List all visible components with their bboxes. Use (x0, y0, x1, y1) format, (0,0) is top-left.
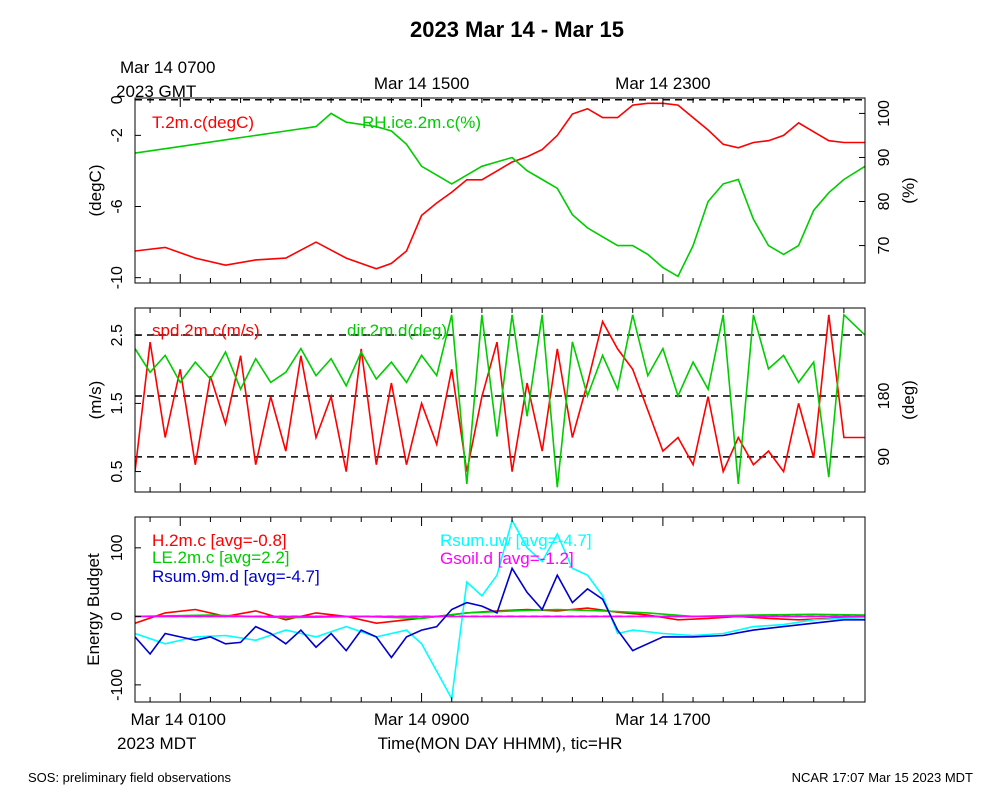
y-axis-label: (degC) (86, 165, 105, 217)
y-axis-label: Energy Budget (84, 553, 103, 666)
panel-temperature-humidity: 0 -2 -6 -10 (degC) 100 90 80 70 (%) T.2m.c(degC) RH… (86, 95, 918, 289)
y-axis-label-right: (%) (899, 177, 918, 203)
series-line-dir.2m.d(deg) (135, 313, 865, 488)
series-line-spd.2m.c(m/s) (135, 314, 865, 475)
series-line-T.2m.c(degC) (135, 102, 865, 270)
y-tick-label: -2 (109, 128, 126, 142)
plot-frame (134, 97, 866, 284)
legend-label: LE.2m.c [avg=2.2] (152, 548, 290, 567)
legend-label: spd.2m.c(m/s) (152, 321, 260, 340)
bottom-axis-label: Mar 14 1700 (615, 710, 710, 729)
y-tick-label: 0 (109, 95, 126, 104)
y-tick-label-right: 180 (876, 382, 893, 409)
y-tick-label: -100 (109, 669, 126, 701)
y-tick-label: 1.5 (109, 392, 126, 414)
legend-label: dir.2m.d(deg) (347, 321, 447, 340)
y-tick-label: -10 (109, 266, 126, 289)
y-axis-label-right: (deg) (899, 380, 918, 420)
legend-label: RH.ice.2m.c(%) (362, 113, 481, 132)
bottom-axis-label-line2: 2023 MDT (117, 734, 196, 753)
legend-label: Rsum.9m.d [avg=-4.7] (152, 567, 320, 586)
y-tick-label-right: 100 (876, 100, 893, 127)
x-axis-title: Time(MON DAY HHMM), tic=HR (378, 734, 623, 753)
plot-frame (134, 516, 866, 703)
y-tick-label: 2.5 (109, 324, 126, 346)
y-tick-label-right: 90 (876, 448, 893, 466)
top-axis-label: Mar 14 2300 (615, 74, 710, 93)
plot-frame (134, 307, 866, 493)
footer-right: NCAR 17:07 Mar 15 2023 MDT (792, 770, 973, 785)
y-tick-label: 0.5 (109, 460, 126, 482)
panel-wind: 2.5 1.5 0.5 (m/s) 180 90 (deg) spd.2m.c(m/s) dir… (86, 307, 918, 493)
top-axis-label-line2: 2023 GMT (116, 82, 196, 101)
y-tick-label-right: 70 (876, 237, 893, 255)
series-line-Rsum.9m.d (135, 566, 865, 659)
bottom-axis-label: Mar 14 0900 (374, 710, 469, 729)
panel-energy-budget: 100 0 -100 Energy Budget H.2m.c [avg=-0.8]LE… (84, 516, 866, 703)
footer-left: SOS: preliminary field observations (28, 770, 232, 785)
y-axis-label: (m/s) (86, 381, 105, 420)
y-tick-label: 0 (109, 612, 126, 621)
legend-label: T.2m.c(degC) (152, 113, 254, 132)
chart-title: 2023 Mar 14 - Mar 15 (410, 17, 624, 42)
y-tick-label: -6 (109, 199, 126, 213)
series-line-RH.ice.2m.c(%) (135, 112, 865, 278)
legend-label: H.2m.c [avg=-0.8] (152, 531, 287, 550)
top-axis-label: Mar 14 1500 (374, 74, 469, 93)
top-axis-label-line1: Mar 14 0700 (120, 58, 215, 77)
y-tick-label: 100 (109, 534, 126, 561)
y-tick-label-right: 80 (876, 193, 893, 211)
y-tick-label-right: 90 (876, 148, 893, 166)
bottom-axis-label: Mar 14 0100 (131, 710, 226, 729)
series-line-LE.2m.c (135, 608, 865, 620)
legend-label: Gsoil.d [avg=-1.2] (440, 549, 574, 568)
legend-label: Rsum.uw [avg=-4.7] (440, 531, 592, 550)
